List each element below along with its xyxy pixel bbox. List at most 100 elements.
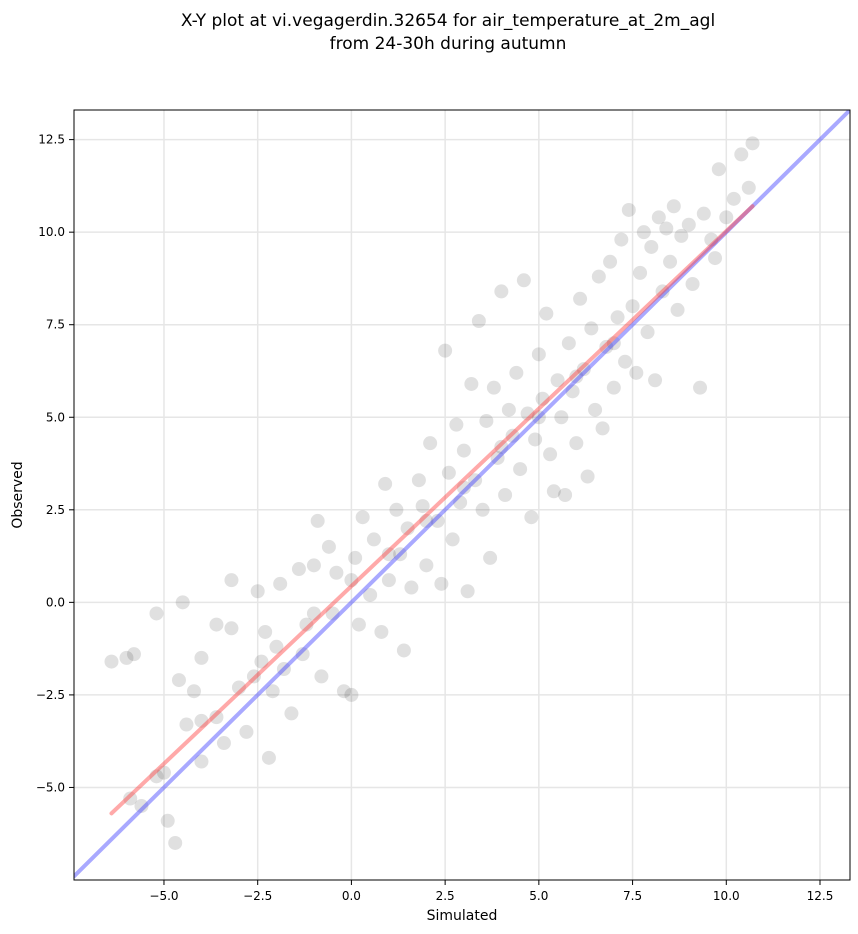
scatter-point-136 (606, 336, 621, 351)
scatter-point-87 (539, 306, 554, 321)
scatter-point-103 (599, 339, 614, 354)
scatter-point-43 (355, 510, 370, 525)
scatter-point-112 (633, 265, 648, 280)
scatter-point-57 (423, 436, 438, 451)
y-tick-label-4: 5.0 (46, 410, 65, 424)
scatter-point-116 (648, 373, 663, 388)
scatter-point-137 (569, 369, 584, 384)
scatter-point-62 (445, 532, 460, 547)
scatter-point-109 (621, 202, 636, 217)
scatter-point-148 (156, 765, 171, 780)
scatter-point-94 (565, 384, 580, 399)
y-tick-label-5: 7.5 (46, 318, 65, 332)
scatter-point-28 (276, 661, 291, 676)
scatter-point-71 (479, 413, 494, 428)
x-axis-label: Simulated (427, 908, 498, 924)
x-axis-ticks: −5.0 −2.5 0.0 2.5 5.0 7.5 10.0 12.5 (149, 880, 833, 903)
scatter-point-104 (603, 254, 618, 269)
scatter-point-66 (460, 584, 475, 599)
scatter-point-84 (528, 432, 543, 447)
y-tick-label-3: 2.5 (46, 503, 65, 517)
scatter-point-126 (696, 206, 711, 221)
scatter-point-61 (441, 465, 456, 480)
scatter-point-108 (618, 354, 633, 369)
scatter-point-53 (404, 580, 419, 595)
scatter-point-76 (498, 488, 513, 502)
scatter-point-16 (209, 617, 224, 632)
plot-area (74, 110, 850, 880)
scatter-point-122 (674, 228, 689, 243)
scatter-point-86 (535, 391, 550, 406)
x-tick-label-2: 0.0 (342, 889, 361, 903)
scatter-point-138 (531, 410, 546, 425)
scatter-point-59 (434, 576, 449, 591)
scatter-point-69 (471, 314, 486, 329)
scatter-point-65 (456, 443, 471, 458)
scatter-point-9 (171, 673, 186, 688)
scatter-point-15 (209, 710, 224, 725)
scatter-point-38 (329, 565, 344, 580)
scatter-point-89 (546, 484, 561, 499)
scatter-point-12 (186, 684, 201, 699)
scatter-point-92 (558, 488, 573, 502)
scatter-point-125 (693, 380, 708, 395)
identity-line (74, 110, 850, 879)
scatter-point-70 (475, 502, 490, 517)
scatter-point-7 (160, 813, 175, 828)
scatter-point-115 (644, 239, 659, 254)
scatter-point-146 (231, 680, 246, 695)
scatter-point-10 (175, 595, 190, 610)
scatter-point-51 (396, 643, 411, 658)
x-tick-label-6: 10.0 (713, 889, 740, 903)
scatter-point-101 (591, 269, 606, 284)
scatter-point-0 (104, 654, 119, 669)
scatter-point-139 (494, 439, 509, 454)
scatter-point-121 (670, 302, 685, 317)
scatter-point-105 (606, 380, 621, 395)
x-tick-label-1: −2.5 (243, 889, 272, 903)
scatter-point-35 (314, 669, 329, 684)
scatter-point-3 (123, 791, 138, 806)
y-tick-label-1: −2.5 (36, 688, 65, 702)
scatter-point-140 (456, 480, 471, 495)
scatter-point-4 (134, 798, 149, 813)
scatter-point-46 (374, 624, 389, 639)
scatter-point-74 (490, 450, 505, 465)
scatter-point-130 (726, 191, 741, 206)
scatter-point-141 (419, 513, 434, 528)
scatter-point-26 (265, 684, 280, 699)
scatter-point-52 (400, 521, 415, 536)
scatter-point-63 (449, 417, 464, 432)
scatter-point-102 (595, 421, 610, 436)
scatter-point-134 (708, 251, 723, 266)
scatter-point-49 (389, 502, 404, 517)
scatter-point-45 (366, 532, 381, 547)
scatter-point-25 (261, 750, 276, 765)
fit-line (109, 204, 755, 816)
scatter-point-107 (614, 232, 629, 247)
scatter-point-81 (516, 273, 531, 288)
scatter-point-118 (655, 284, 670, 299)
scatter-point-36 (321, 539, 336, 554)
scatter-point-75 (494, 284, 509, 299)
scatter-point-48 (381, 573, 396, 588)
scatter-point-128 (711, 162, 726, 177)
scatter-point-120 (666, 199, 681, 214)
scatter-point-144 (306, 606, 321, 621)
chart-subtitle: from 24-30h during autumn (330, 34, 567, 54)
scatter-point-85 (531, 347, 546, 362)
scatter-point-54 (411, 473, 426, 488)
scatter-point-18 (224, 621, 239, 636)
y-tick-label-6: 10.0 (38, 225, 65, 239)
scatter-point-106 (610, 310, 625, 325)
scatter-point-17 (216, 736, 231, 751)
y-tick-label-7: 12.5 (38, 133, 65, 147)
scatter-point-20 (239, 724, 254, 739)
scatter-point-110 (625, 299, 640, 314)
scatter-points (104, 136, 760, 850)
scatter-point-33 (306, 558, 321, 573)
scatter-point-27 (273, 576, 288, 591)
scatter-point-99 (584, 321, 599, 336)
scatter-point-91 (554, 410, 569, 425)
